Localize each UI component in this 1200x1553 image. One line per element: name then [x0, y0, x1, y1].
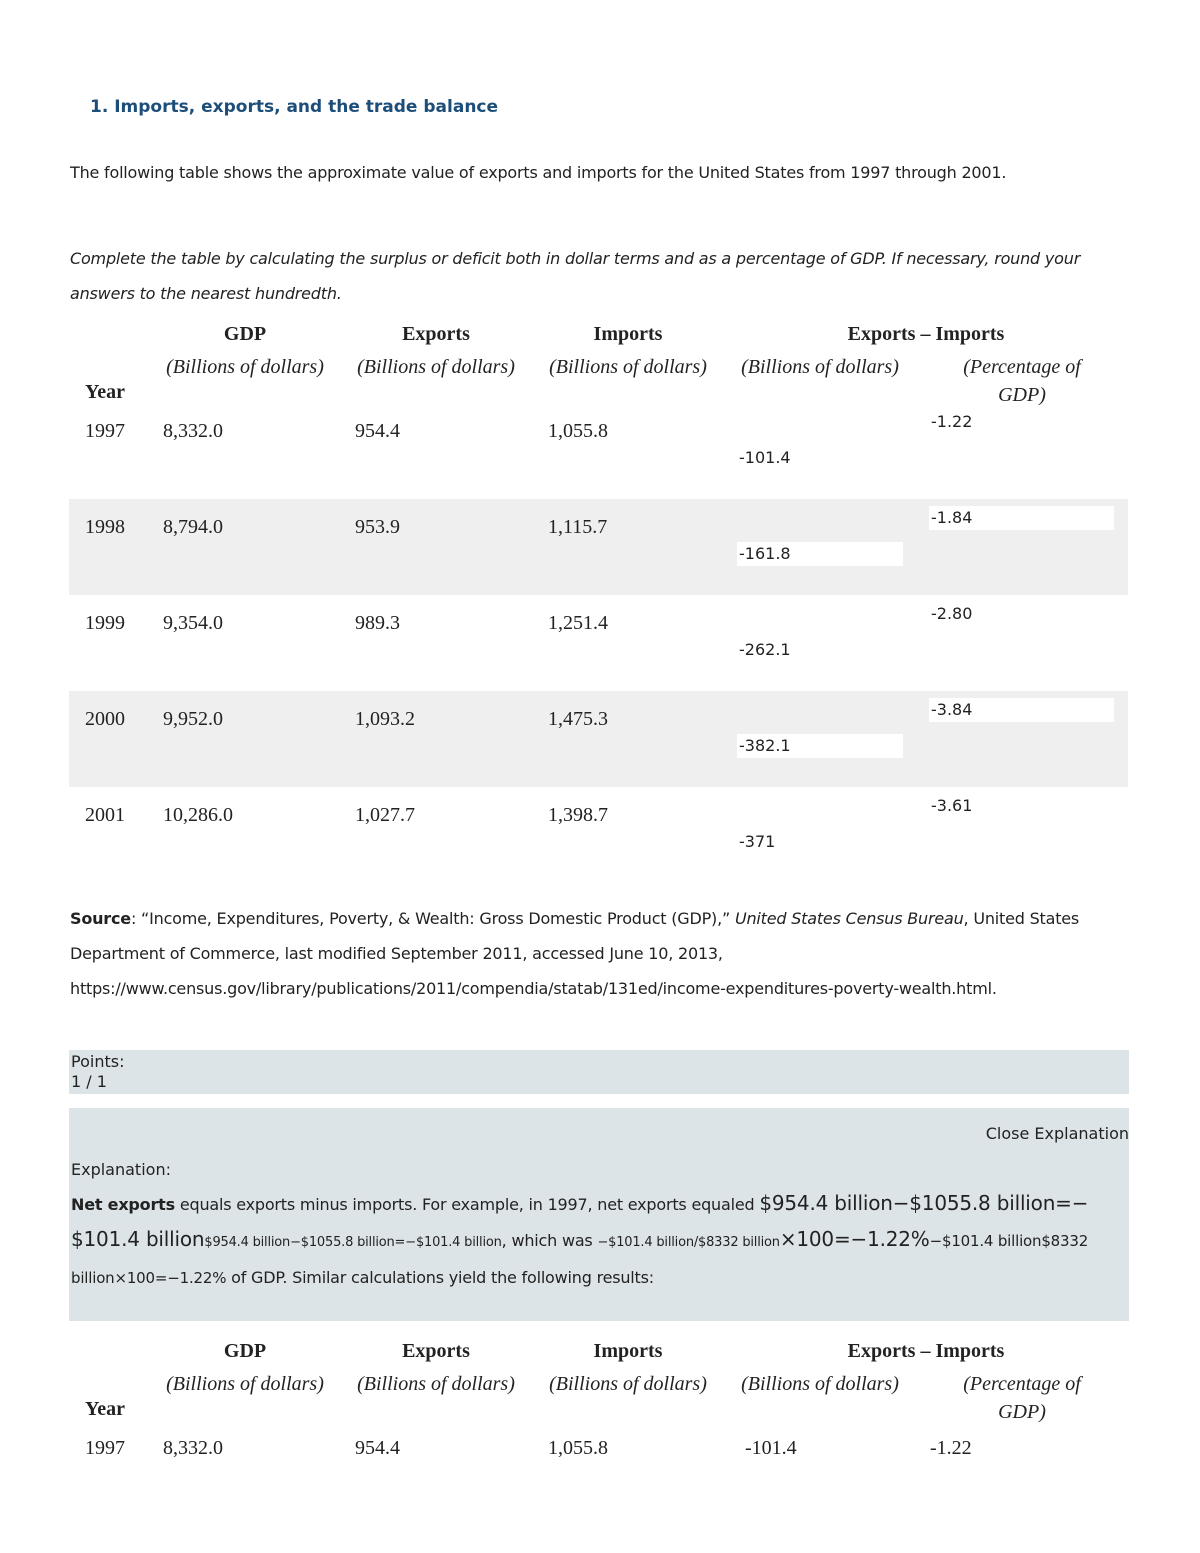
header: Exports – Imports [847, 323, 1005, 345]
cell: 1,475.3 [548, 708, 608, 730]
cell: -101.4 [745, 1437, 797, 1459]
header: Year [85, 381, 125, 403]
header-unit: (Billions of dollars) [549, 356, 707, 378]
cell: 1,027.7 [355, 804, 415, 826]
cell: 8,794.0 [163, 516, 223, 538]
explanation-text: Net exports equals exports minus imports… [71, 1186, 1101, 1296]
cell: 1,398.7 [548, 804, 608, 826]
header-unit: (Billions of dollars) [357, 356, 515, 378]
header-unit: (Billions of dollars) [357, 1373, 515, 1395]
answer-input[interactable]: -371 [739, 832, 776, 851]
text: , which was [501, 1231, 598, 1250]
answer-input[interactable]: -161.8 [737, 542, 903, 566]
cell: 989.3 [355, 612, 400, 634]
cell: 1,055.8 [548, 1437, 608, 1459]
term: Net exports [71, 1195, 175, 1214]
source: Source: “Income, Expenditures, Poverty, … [70, 901, 1132, 1006]
cell: 10,286.0 [163, 804, 233, 826]
header-unit: (Billions of dollars) [741, 1373, 899, 1395]
header: Exports [402, 1340, 470, 1362]
header: Exports [402, 323, 470, 345]
cell: 1,115.7 [548, 516, 608, 538]
answer-input[interactable]: -1.84 [929, 506, 1114, 530]
math: $954.4 billion−$1055.8 billion=−$101.4 b… [71, 1191, 1089, 1251]
points-label: Points: [71, 1052, 125, 1071]
cell: 1997 [85, 1437, 125, 1459]
answer-input[interactable]: -1.22 [931, 412, 973, 431]
cell: 1999 [85, 612, 125, 634]
cell: 8,332.0 [163, 420, 223, 442]
cell: 954.4 [355, 1437, 400, 1459]
cell: 1,055.8 [548, 420, 608, 442]
header-unit: (Billions of dollars) [549, 1373, 707, 1395]
points-value: 1 / 1 [71, 1072, 107, 1091]
answer-input[interactable]: -262.1 [739, 640, 791, 659]
text: equals exports minus imports. For exampl… [174, 1195, 760, 1214]
answer-input[interactable]: -3.84 [929, 698, 1114, 722]
cell: -1.22 [930, 1437, 972, 1459]
source-label: Source [70, 909, 131, 928]
cell: 2000 [85, 708, 125, 730]
header: GDP [223, 323, 267, 345]
explanation-label: Explanation: [71, 1160, 171, 1179]
cell: 1,251.4 [548, 612, 608, 634]
header: Imports [593, 323, 663, 345]
cell: 2001 [85, 804, 125, 826]
header: GDP [223, 1340, 267, 1362]
source-publisher: United States Census Bureau [734, 909, 964, 928]
math-alt: $954.4 billion−$1055.8 billion=−$101.4 b… [204, 1235, 502, 1250]
header-unit: (Billions of dollars) [166, 356, 324, 378]
header-unit: (Percentage of GDP) [963, 1373, 1081, 1423]
math: ×100=−1.22% [779, 1227, 930, 1251]
points-box: Points: 1 / 1 [69, 1050, 1129, 1094]
answer-input[interactable]: -3.61 [931, 796, 973, 815]
instruction: Complete the table by calculating the su… [70, 249, 1081, 303]
cell: 1,093.2 [355, 708, 415, 730]
header-unit: (Billions of dollars) [166, 1373, 324, 1395]
header-unit: (Percentage of GDP) [963, 356, 1081, 406]
header: Exports – Imports [847, 1340, 1005, 1362]
cell: 9,354.0 [163, 612, 223, 634]
heading: 1. Imports, exports, and the trade balan… [90, 97, 499, 117]
cell: 1998 [85, 516, 125, 538]
header-unit: (Billions of dollars) [741, 356, 899, 378]
header: Year [85, 1398, 125, 1420]
intro: The following table shows the approximat… [70, 163, 1007, 182]
source-text: : “Income, Expenditures, Poverty, & Weal… [130, 909, 735, 928]
cell: 1997 [85, 420, 125, 442]
explanation-box: Close Explanation Explanation: Net expor… [69, 1108, 1129, 1321]
text: of GDP. Similar calculations yield the f… [226, 1268, 654, 1287]
cell: 8,332.0 [163, 1437, 223, 1459]
answer-input[interactable]: -2.80 [931, 604, 973, 623]
close-explanation[interactable]: Close Explanation [985, 1124, 1129, 1143]
math-alt: −$101.4 billion$8332 billion×100=−1.22% [71, 1232, 1089, 1287]
cell: 9,952.0 [163, 708, 223, 730]
source-text: , United States Department of Commerce, … [70, 909, 1080, 998]
header: Imports [593, 1340, 663, 1362]
answer-input[interactable]: -101.4 [739, 448, 791, 467]
cell: 953.9 [355, 516, 400, 538]
math: −$101.4 billion/$8332 billion [597, 1235, 780, 1250]
answer-input[interactable]: -382.1 [737, 734, 903, 758]
cell: 954.4 [355, 420, 400, 442]
